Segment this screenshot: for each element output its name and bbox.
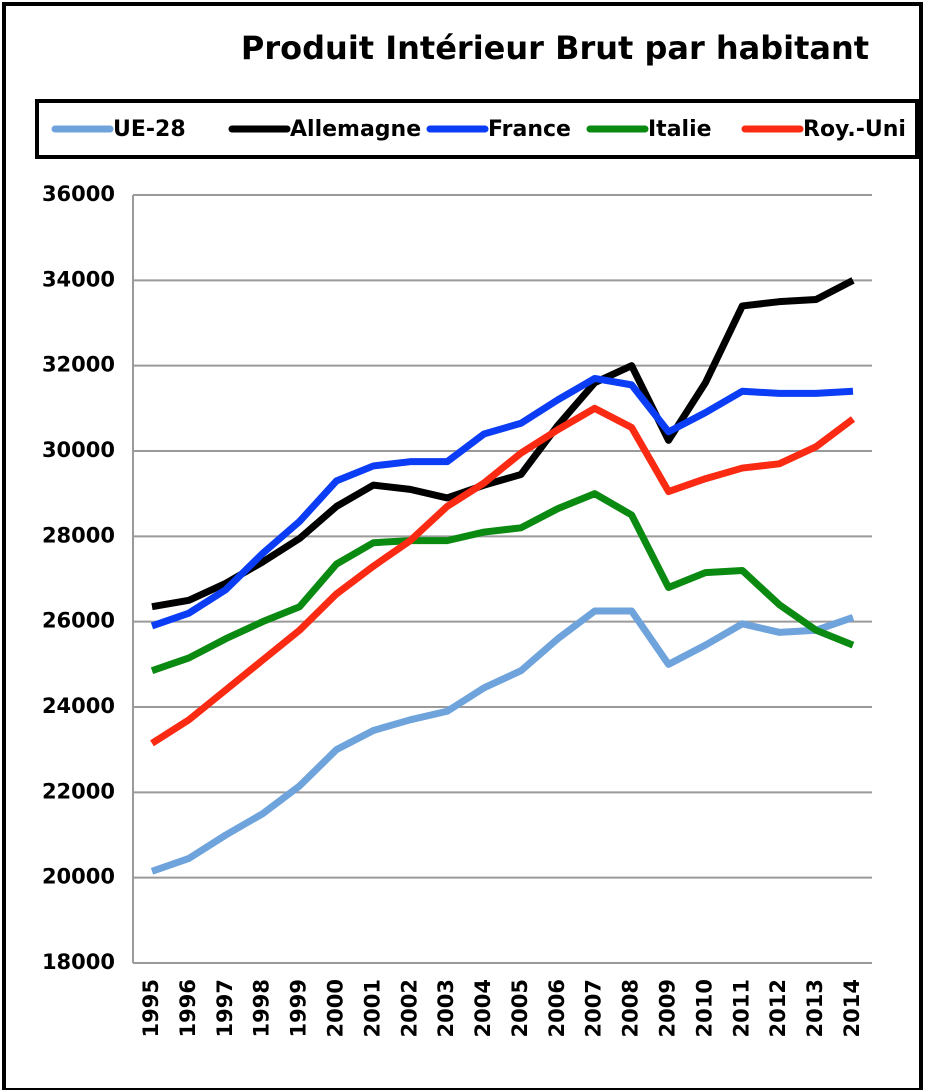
y-tick-label: 30000 (42, 438, 115, 462)
legend-label: UE-28 (113, 117, 186, 142)
series-line (150, 607, 855, 875)
y-tick-label: 34000 (42, 267, 115, 291)
y-tick-label: 32000 (42, 353, 115, 377)
x-tick-label: 2013 (803, 979, 827, 1037)
y-tick-label: 36000 (42, 182, 115, 206)
x-tick-label: 1997 (213, 979, 237, 1037)
series-line (150, 374, 854, 630)
x-tick-label: 2010 (692, 979, 716, 1037)
x-tick-label: 2011 (729, 979, 753, 1037)
y-tick-label: 18000 (42, 950, 115, 974)
legend-label: Allemagne (290, 117, 421, 142)
x-tick-label: 2007 (582, 979, 606, 1037)
x-tick-label: 2000 (323, 979, 347, 1037)
y-tick-label: 26000 (42, 609, 115, 633)
x-tick-label: 2001 (360, 979, 384, 1037)
x-tick-label: 2006 (545, 979, 569, 1037)
y-tick-label: 24000 (42, 694, 115, 718)
chart-title: Produit Intérieur Brut par habitant (241, 29, 869, 67)
series-line (150, 404, 856, 747)
x-tick-label: 1998 (250, 979, 274, 1037)
x-tick-label: 2009 (656, 979, 680, 1037)
legend-label: France (488, 117, 571, 142)
legend-label: Italie (648, 117, 712, 142)
x-tick-label: 2003 (434, 979, 458, 1037)
y-tick-label: 28000 (42, 523, 115, 547)
x-tick-label: 1995 (139, 979, 163, 1037)
x-tick-label: 2002 (397, 979, 421, 1037)
x-tick-label: 1996 (176, 979, 200, 1037)
y-tick-label: 22000 (42, 779, 115, 803)
x-tick-label: 2005 (508, 979, 532, 1037)
x-tick-label: 2014 (840, 979, 864, 1037)
legend: UE-28 Allemagne France Italie Roy.-Uni (51, 117, 906, 142)
x-tick-label: 2004 (471, 979, 495, 1037)
series-line (151, 277, 855, 611)
series-line (150, 490, 855, 675)
x-tick-label: 1999 (287, 979, 311, 1037)
y-tick-label: 20000 (42, 865, 115, 889)
x-tick-label: 2012 (766, 979, 790, 1037)
x-tick-label: 2008 (619, 979, 643, 1037)
legend-label: Roy.-Uni (803, 117, 906, 142)
